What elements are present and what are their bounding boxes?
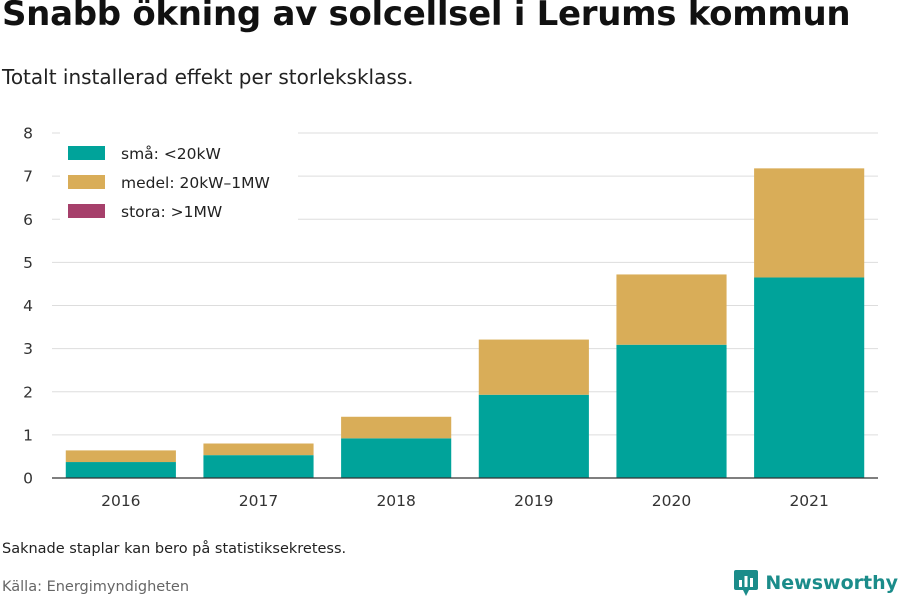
legend-swatch xyxy=(68,175,105,189)
bar-segment xyxy=(616,274,727,345)
source-credit: Källa: Energimyndigheten xyxy=(2,579,190,595)
bar-segment xyxy=(203,443,314,456)
legend-swatch xyxy=(68,204,105,218)
bar-segment xyxy=(754,277,865,478)
x-tick-label: 2018 xyxy=(376,492,415,510)
bar-segment xyxy=(341,438,452,478)
stacked-bar-chart: 0 1 2 3 4 5 6 7 8 2016 2017 2018 2019 2020 2021 små: <2… xyxy=(23,125,878,510)
x-tick-label: 2016 xyxy=(101,492,140,510)
newsworthy-logo-icon xyxy=(734,570,759,596)
y-tick-label: 6 xyxy=(23,211,33,229)
y-tick-label: 8 xyxy=(23,125,33,143)
y-tick-label: 5 xyxy=(23,254,33,272)
y-tick-label: 4 xyxy=(23,297,33,315)
legend-label: medel: 20kW–1MW xyxy=(121,174,270,192)
bar-segment xyxy=(65,450,176,463)
brand-logo: Newsworthy xyxy=(733,568,898,598)
y-tick-label: 7 xyxy=(23,168,33,186)
x-tick-label: 2021 xyxy=(789,492,828,510)
x-tick-label: 2020 xyxy=(652,492,691,510)
bar-segment xyxy=(616,344,727,478)
bar-segment xyxy=(478,339,589,395)
y-tick-label: 3 xyxy=(23,340,33,358)
bar-segment xyxy=(65,462,176,478)
y-tick-label: 0 xyxy=(23,470,33,488)
legend-label: små: <20kW xyxy=(121,145,221,163)
chart-subtitle: Totalt installerad effekt per storlekskl… xyxy=(2,65,414,89)
legend-label: stora: >1MW xyxy=(121,203,222,221)
x-tick-label: 2017 xyxy=(239,492,278,510)
legend-swatch xyxy=(68,146,105,160)
y-tick-label: 2 xyxy=(23,383,33,401)
bar-segment xyxy=(478,394,589,478)
chart-title: Snabb ökning av solcellsel i Lerums komm… xyxy=(2,0,851,34)
x-tick-label: 2019 xyxy=(514,492,553,510)
bar-segment xyxy=(341,416,452,439)
bar-segment xyxy=(754,168,865,278)
y-tick-label: 1 xyxy=(23,426,33,444)
footnote: Saknade staplar kan bero på statistiksek… xyxy=(2,541,347,557)
legend: små: <20kW medel: 20kW–1MW stora: >1MW xyxy=(60,132,298,222)
brand-name: Newsworthy xyxy=(765,572,898,594)
bar-segment xyxy=(203,455,314,478)
